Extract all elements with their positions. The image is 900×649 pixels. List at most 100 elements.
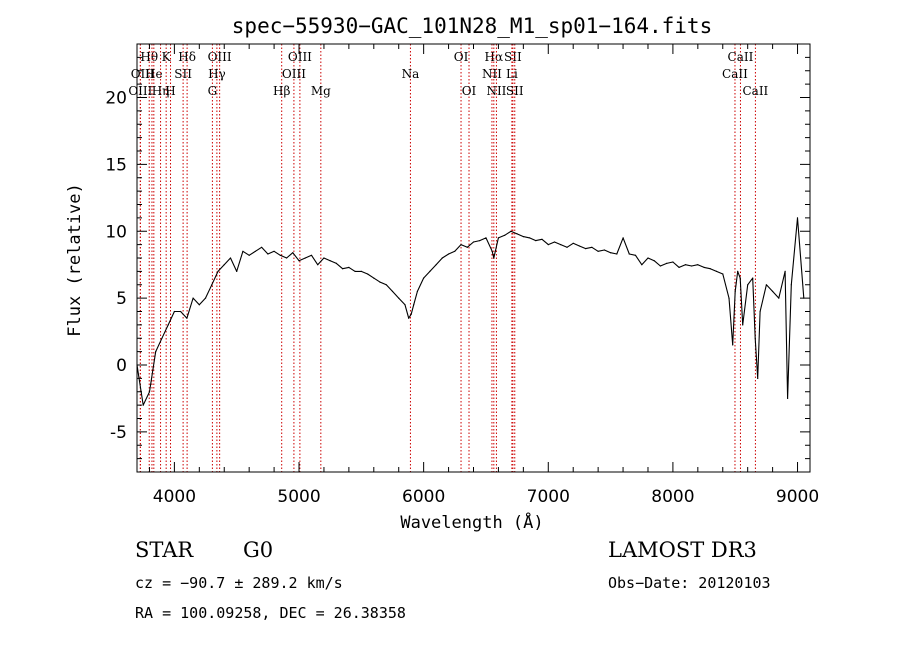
spectrum-point — [497, 237, 499, 239]
spectrum-point — [367, 273, 369, 275]
spectrum-point — [684, 264, 687, 266]
spectrum-point — [522, 236, 525, 238]
spectral-line-label: Hβ — [273, 84, 290, 98]
spectrum-point — [354, 270, 356, 272]
spectrum-point — [173, 310, 175, 313]
redshift-cz: cz = −90.7 ± 289.2 km/s — [135, 574, 343, 592]
y-tick-label: 10 — [105, 222, 127, 242]
spectrum-point — [342, 268, 344, 270]
x-axis-ticks: 4000 5000 6000 7000 8000 9000 — [148, 44, 819, 507]
spectral-line-label: H — [165, 84, 175, 98]
spectrum-point — [298, 260, 300, 262]
spectrum-point — [787, 397, 789, 399]
spectrum-point — [435, 264, 437, 266]
coordinates: RA = 100.09258, DEC = 26.38358 — [135, 604, 406, 622]
x-tick-label: 7000 — [527, 487, 570, 507]
y-tick-label: -5 — [110, 423, 127, 443]
spectral-line-label: He — [145, 67, 163, 81]
x-tick-label: 4000 — [153, 487, 196, 507]
spectrum-point — [217, 270, 219, 272]
spectrum-point — [715, 270, 718, 272]
x-tick-label: 5000 — [277, 487, 320, 507]
spectrum-point — [778, 297, 780, 299]
spectrum-point — [423, 277, 425, 279]
spectrum-point — [236, 270, 238, 272]
spectrum-point — [192, 297, 194, 299]
spectrum-point — [204, 297, 207, 299]
spectrum-point — [759, 310, 761, 313]
spectrum-point — [248, 254, 250, 256]
spectrum-point — [703, 266, 705, 268]
object-subclass: G0 — [243, 538, 274, 562]
spectrum-point — [317, 264, 319, 266]
y-tick-label: 5 — [116, 289, 127, 309]
spectrum-point — [732, 344, 734, 346]
spectrum-point — [597, 250, 599, 252]
x-tick-label: 9000 — [776, 487, 819, 507]
spectrum-point — [373, 277, 375, 279]
spectrum-point — [553, 241, 556, 243]
spectrum-point — [329, 260, 331, 262]
spectrum-point — [734, 290, 736, 292]
spectrum-point — [722, 273, 724, 275]
spectral-line-label: OII — [131, 67, 151, 81]
spectral-line-label: OIII — [288, 50, 312, 64]
spectrum-point — [211, 284, 213, 286]
spectrum-point — [242, 250, 244, 252]
spectrum-point — [752, 277, 754, 279]
spectrum-point — [261, 246, 263, 248]
spectrum-point — [429, 270, 431, 272]
spectrum-point — [410, 313, 412, 315]
spectrum-point — [385, 284, 387, 286]
x-tick-label: 6000 — [402, 487, 445, 507]
spectrum-point — [529, 237, 531, 239]
spectrum-point — [335, 262, 337, 264]
spectral-line-label: Mg — [311, 84, 331, 98]
spectrum-point — [491, 250, 493, 252]
spectrum-point — [304, 257, 306, 259]
spectrum-point — [610, 252, 612, 254]
spectrum-point — [547, 244, 549, 246]
spectrum-point — [267, 253, 269, 255]
spectrum-point — [460, 244, 462, 246]
survey-name: LAMOST DR3 — [608, 538, 757, 562]
spectral-line-label: Hη — [152, 84, 170, 98]
spectrum-point — [142, 404, 144, 406]
y-axis-ticks: -5 0 5 10 15 20 — [105, 43, 810, 460]
y-axis-label: Flux (relative) — [65, 183, 85, 337]
spectral-lines: Hθ OII OIII He Hη K HI SII Hδ OIII Hγ G Hβ OIII OIII Mg… — [128, 44, 769, 472]
y-tick-label: 0 — [116, 356, 127, 376]
spectrum-point — [666, 262, 668, 264]
spectrum-point — [772, 290, 774, 292]
spectrum-point — [697, 264, 699, 266]
spectrum-point — [398, 297, 400, 299]
spectral-line-label: OI — [454, 50, 469, 64]
spectrum-point — [155, 351, 157, 353]
spectral-line-label: OIII — [282, 67, 306, 81]
spectrum-point — [391, 290, 394, 292]
spectrum-point — [161, 337, 163, 339]
y-tick-label: 15 — [105, 155, 127, 175]
spectrum-point — [578, 245, 581, 247]
spectrum-point — [560, 244, 562, 246]
spectrum-line — [136, 217, 805, 406]
spectrum-point — [691, 265, 693, 267]
spectrum-point — [454, 250, 456, 252]
spectrum-point — [754, 337, 756, 339]
spectrum-point — [198, 304, 200, 306]
spectrum-point — [535, 240, 537, 242]
spectrum-point — [413, 304, 415, 306]
spectral-line-label: OIII — [128, 84, 152, 98]
spectrum-point — [678, 266, 680, 268]
x-tick-label: 8000 — [651, 487, 694, 507]
spectral-line-label: SII — [174, 67, 192, 81]
spectral-line-label: CaII — [742, 84, 768, 98]
spectrum-point — [493, 257, 495, 259]
spectrum-point — [292, 252, 294, 254]
spectrum-point — [653, 260, 655, 262]
object-class: STAR — [135, 538, 194, 562]
spectrum-point — [186, 317, 188, 319]
x-axis-label: Wavelength (Å) — [400, 511, 543, 533]
spectrum-point — [472, 241, 475, 243]
spectrum-point — [310, 254, 313, 256]
